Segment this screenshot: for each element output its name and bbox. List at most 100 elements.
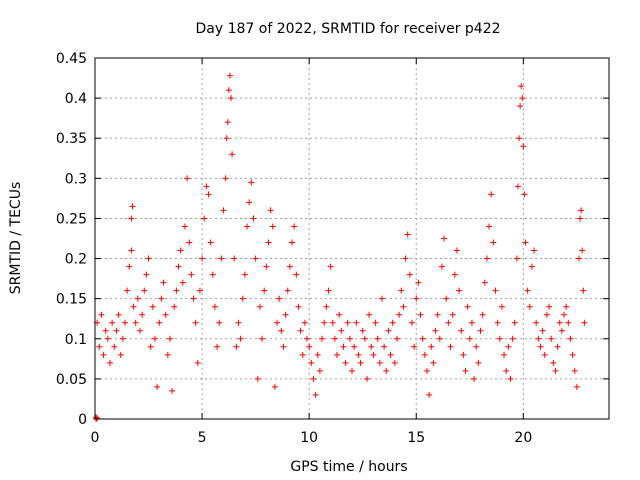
data-point [194, 359, 201, 366]
data-point [223, 135, 230, 142]
data-point [577, 215, 584, 222]
y-axis-title: SRMTID / TECUs [8, 182, 24, 295]
data-point [550, 359, 557, 366]
data-point [436, 335, 443, 342]
data-point [483, 255, 490, 262]
data-point [498, 303, 505, 310]
data-point [338, 327, 345, 334]
data-point [156, 319, 163, 326]
data-point [541, 351, 548, 358]
data-point [398, 287, 405, 294]
data-point [203, 183, 210, 190]
y-ticks: 0 0.05 0.1 0.15 0.2 0.25 0.3 0.35 0.4 0.45 [56, 51, 609, 428]
data-point [130, 303, 137, 310]
y-tick-label: 0.15 [56, 292, 87, 308]
data-point [327, 263, 334, 270]
data-point [468, 319, 475, 326]
data-point [267, 207, 274, 214]
data-point [186, 239, 193, 246]
data-point [543, 311, 550, 318]
data-point [316, 367, 323, 374]
data-point [308, 359, 315, 366]
data-point [501, 351, 508, 358]
data-point [517, 103, 524, 110]
data-point [310, 375, 317, 382]
data-point [505, 343, 512, 350]
data-point [154, 383, 161, 390]
data-point [503, 367, 510, 374]
data-point [166, 335, 173, 342]
data-point [576, 255, 583, 262]
data-point [319, 335, 326, 342]
data-point [299, 351, 306, 358]
data-point [226, 72, 233, 79]
data-point [451, 271, 458, 278]
data-point [325, 287, 332, 294]
data-point [490, 239, 497, 246]
data-point [246, 199, 253, 206]
data-point [558, 327, 565, 334]
data-point [184, 175, 191, 182]
data-point [466, 335, 473, 342]
data-point [256, 303, 263, 310]
data-point [106, 359, 113, 366]
data-point [567, 335, 574, 342]
data-point [237, 335, 244, 342]
data-point [411, 343, 418, 350]
data-point [291, 223, 298, 230]
data-point [222, 175, 229, 182]
data-point [289, 239, 296, 246]
data-point [520, 143, 527, 150]
data-point [134, 295, 141, 302]
data-point [376, 359, 383, 366]
data-point [282, 311, 289, 318]
data-point [372, 319, 379, 326]
data-point [254, 375, 261, 382]
data-point [519, 95, 526, 102]
data-point [119, 335, 126, 342]
data-point [162, 311, 169, 318]
data-point [573, 383, 580, 390]
x-tick-label: 15 [407, 430, 425, 446]
data-point [211, 303, 218, 310]
data-point [297, 327, 304, 334]
data-point [460, 351, 467, 358]
x-tick-label: 20 [514, 430, 532, 446]
data-point [129, 203, 136, 210]
data-point [239, 295, 246, 302]
data-point [445, 319, 452, 326]
data-point [141, 287, 148, 294]
data-point [521, 191, 528, 198]
data-point [346, 335, 353, 342]
data-point [111, 343, 118, 350]
data-point [128, 215, 135, 222]
data-point [304, 335, 311, 342]
data-point [359, 327, 366, 334]
data-point [136, 327, 143, 334]
data-point [374, 335, 381, 342]
data-point [408, 319, 415, 326]
data-point [518, 83, 525, 90]
data-point [143, 271, 150, 278]
data-point [494, 319, 501, 326]
data-point [139, 311, 146, 318]
data-point [357, 359, 364, 366]
data-point [261, 287, 268, 294]
data-point [244, 223, 251, 230]
data-point [353, 319, 360, 326]
data-point [488, 191, 495, 198]
data-point [169, 387, 176, 394]
data-point [447, 343, 454, 350]
data-point [241, 271, 248, 278]
data-point [481, 279, 488, 286]
y-tick-label: 0.45 [56, 51, 87, 67]
data-point [128, 247, 135, 254]
data-point [229, 151, 236, 158]
data-point [248, 179, 255, 186]
data-point [581, 319, 588, 326]
data-point [306, 343, 313, 350]
data-point [216, 319, 223, 326]
data-point [396, 311, 403, 318]
data-point [406, 271, 413, 278]
data-point [368, 343, 375, 350]
